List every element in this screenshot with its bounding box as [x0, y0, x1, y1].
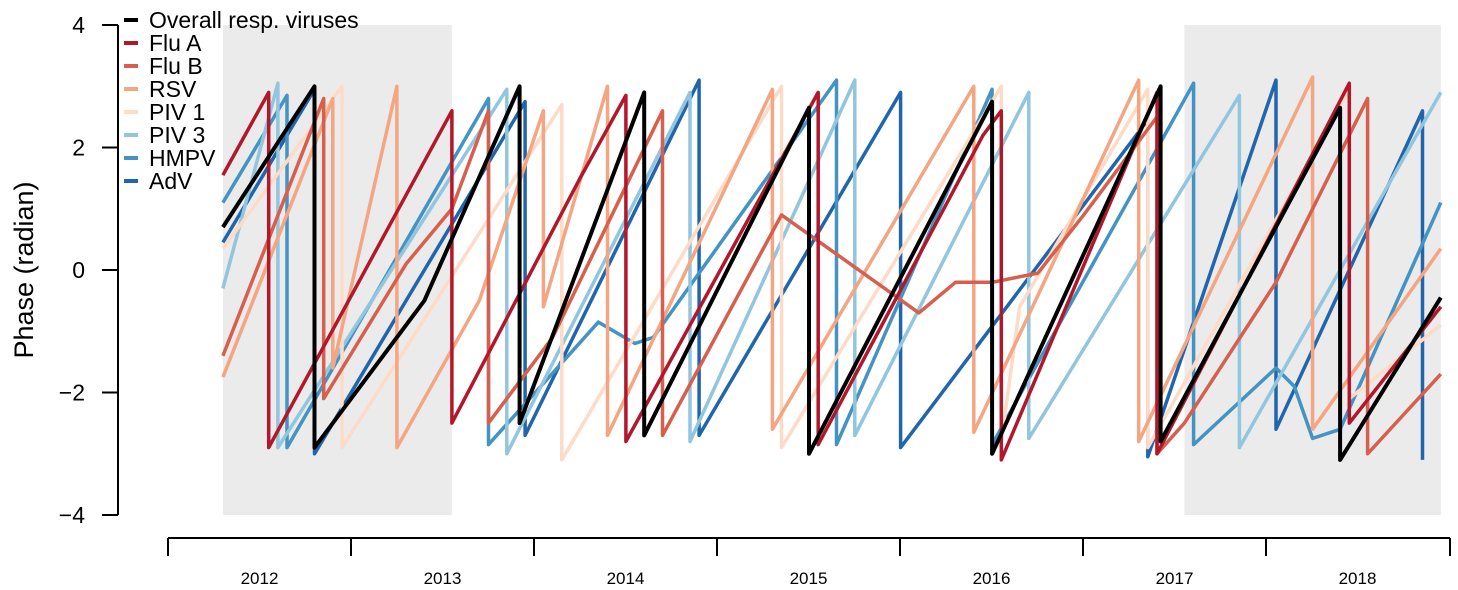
legend-label: Flu A	[149, 30, 202, 56]
y-axis-label: Phase (radian)	[9, 181, 39, 358]
y-tick-label: 0	[72, 257, 85, 283]
y-axis: 4 2 0 −2 −4 Phase (radian)	[9, 12, 119, 528]
legend-label: Flu B	[149, 53, 203, 79]
legend-label: PIV 3	[149, 122, 205, 148]
shaded-periods	[222, 25, 1441, 515]
legend-label: AdV	[149, 168, 193, 194]
year-label: 2012	[241, 569, 279, 588]
series-line-hmpv	[221, 78, 1443, 450]
legend-label: RSV	[149, 76, 197, 102]
legend-label: HMPV	[149, 145, 216, 171]
legend: Overall resp. viruses Flu A Flu B RSV PI…	[124, 7, 359, 194]
year-label: 2018	[1339, 569, 1377, 588]
series-line-rsv	[221, 75, 1443, 450]
year-label: 2015	[790, 569, 828, 588]
y-tick-label: −4	[59, 502, 85, 528]
y-tick-label: −2	[59, 380, 85, 406]
series-line-piv-1	[221, 84, 1442, 462]
year-label: 2013	[424, 569, 462, 588]
legend-label: Overall resp. viruses	[149, 7, 359, 33]
series-line-flu-b	[221, 96, 1443, 456]
legend-label: PIV 1	[149, 99, 205, 125]
year-label: 2017	[1156, 569, 1194, 588]
year-label: 2016	[973, 569, 1011, 588]
series-lines	[221, 75, 1443, 462]
series-line-overall-resp-viruses	[221, 84, 1443, 462]
y-tick-label: 2	[72, 135, 85, 161]
series-line-adv	[221, 78, 1425, 460]
y-tick-label: 4	[72, 12, 85, 38]
year-label: 2014	[607, 569, 645, 588]
x-axis: 2012 2013 2014 2015 2016 2017 2018	[167, 537, 1451, 588]
